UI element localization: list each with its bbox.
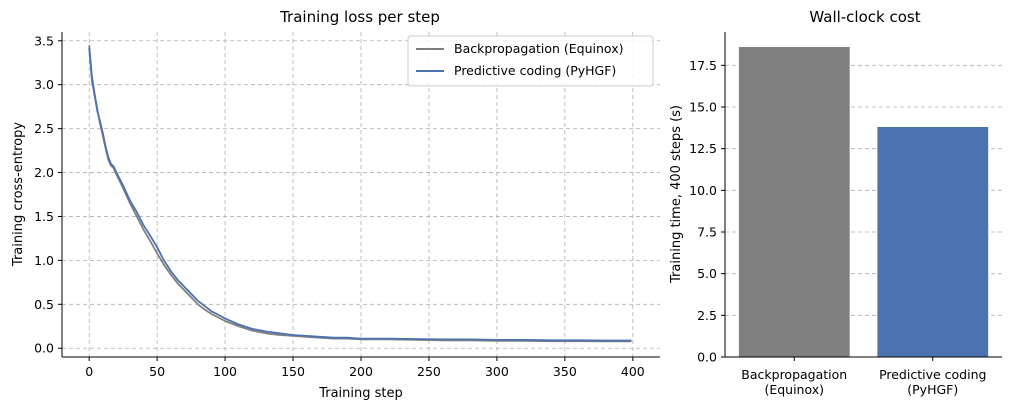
bar-chart: Wall-clock cost 0.0 2.5 5.0 7.5 10.0 12.5 15.0…	[669, 8, 1002, 397]
series-line-predictive-coding	[88, 47, 632, 342]
line-chart-y-tick-label: 2.0	[34, 165, 54, 180]
bar-chart-title: Wall-clock cost	[809, 8, 920, 26]
bar-chart-y-tick-label: 15.0	[689, 100, 717, 115]
line-chart-x-axis-label: Training step	[318, 386, 403, 401]
line-chart-title: Training loss per step	[279, 8, 440, 26]
line-chart-x-tick-label: 150	[281, 364, 305, 379]
bar-chart-axes	[724, 32, 1002, 358]
bar-chart-x-tick-label: Predictive coding	[879, 367, 986, 382]
bar-chart-y-tick-label: 2.5	[697, 308, 717, 323]
legend-label-predictive-coding: Predictive coding (PyHGF)	[454, 63, 616, 78]
line-chart-y-tick-label: 3.0	[34, 77, 54, 92]
line-chart-x-tick-label: 100	[213, 364, 237, 379]
line-chart-y-tick-label: 1.5	[34, 209, 54, 224]
line-chart-y-tick-label: 1.0	[34, 253, 54, 268]
bar-chart-x-tick-label: (Equinox)	[764, 382, 824, 397]
line-chart-x-tick-label: 400	[621, 364, 645, 379]
bar-chart-bars	[738, 47, 989, 357]
line-chart-y-tick-label: 0.0	[34, 341, 54, 356]
line-chart-x-tick-label: 300	[485, 364, 509, 379]
bar-predictive-coding	[877, 127, 989, 357]
legend-frame	[407, 35, 654, 87]
series-line-backpropagation	[88, 45, 632, 343]
line-chart-x-tick-label: 200	[349, 364, 373, 379]
bar-chart-x-ticks: Backpropagation(Equinox) Predictive codin…	[741, 357, 986, 397]
bar-chart-x-tick-label: (PyHGF)	[907, 382, 958, 397]
line-chart-x-tick-label: 0	[85, 364, 93, 379]
bar-backpropagation	[738, 47, 850, 357]
line-chart-y-ticks: 0.0 0.5 1.0 1.5 2.0 2.5 3.0 3.5	[34, 33, 62, 356]
line-chart-x-tick-label: 250	[417, 364, 441, 379]
bar-chart-y-tick-label: 0.0	[697, 350, 717, 365]
bar-chart-x-tick-label: Backpropagation	[741, 367, 847, 382]
bar-chart-y-tick-label: 5.0	[697, 266, 717, 281]
legend-label-backpropagation: Backpropagation (Equinox)	[454, 41, 623, 56]
line-chart-x-tick-label: 50	[149, 364, 165, 379]
bar-chart-y-tick-label: 7.5	[697, 225, 717, 240]
bar-chart-y-tick-label: 12.5	[689, 141, 717, 156]
line-chart-x-ticks: 0 50 100 150 200 250 300 350 400	[85, 357, 645, 379]
line-chart-y-axis-label: Training cross-entropy	[11, 122, 26, 267]
bar-chart-y-ticks: 0.0 2.5 5.0 7.5 10.0 12.5 15.0 17.5	[689, 58, 725, 365]
line-chart-x-tick-label: 350	[553, 364, 577, 379]
line-chart-series-group	[88, 45, 632, 343]
line-chart-y-tick-label: 3.5	[34, 33, 54, 48]
line-chart-legend: Backpropagation (Equinox) Predictive cod…	[407, 35, 654, 87]
bar-chart-y-tick-label: 17.5	[689, 58, 717, 73]
bar-chart-y-tick-label: 10.0	[689, 183, 717, 198]
line-chart-y-tick-label: 0.5	[34, 297, 54, 312]
line-chart-y-tick-label: 2.5	[34, 121, 54, 136]
bar-chart-y-axis-label: Training time, 400 steps (s)	[669, 105, 684, 284]
line-chart: Training loss per step 0 50 100 150 200 250 30…	[11, 8, 660, 401]
